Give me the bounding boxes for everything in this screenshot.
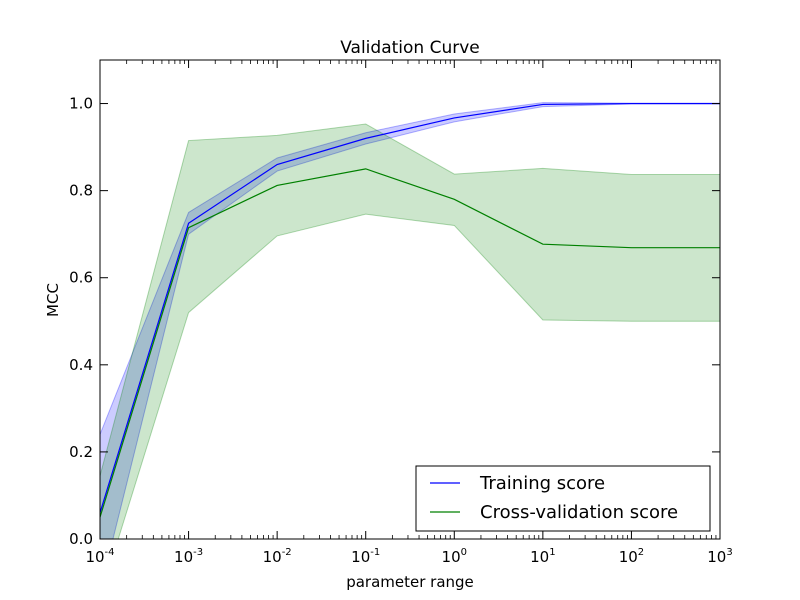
y-tick-label: 0.0 bbox=[69, 530, 93, 548]
y-tick-label: 0.6 bbox=[69, 269, 93, 287]
series-band-1 bbox=[100, 123, 720, 539]
legend-box bbox=[415, 465, 711, 532]
y-tick-label: 0.4 bbox=[69, 356, 93, 374]
x-tick-label: 10-3 bbox=[174, 547, 203, 566]
x-axis-label: parameter range bbox=[346, 573, 474, 591]
x-tick-label: 10-2 bbox=[263, 547, 292, 566]
y-tick-label: 0.2 bbox=[69, 443, 93, 461]
series-line-1 bbox=[100, 168, 720, 518]
confidence-bands bbox=[100, 102, 720, 539]
x-tick-label: 102 bbox=[619, 547, 644, 566]
x-tick-label: 100 bbox=[442, 547, 467, 566]
x-tick-label: 101 bbox=[530, 547, 555, 566]
series-lines bbox=[100, 102, 720, 518]
legend-label-1: Cross-validation score bbox=[480, 502, 678, 523]
y-axis-ticks: 0.0 0.2 0.4 0.6 0.8 1.0 bbox=[69, 95, 720, 548]
y-tick-label: 1.0 bbox=[69, 95, 93, 113]
y-axis-label: MCC bbox=[44, 283, 62, 317]
x-tick-label: 10-4 bbox=[85, 547, 114, 566]
plot-frame bbox=[99, 59, 721, 540]
legend-label-0: Training score bbox=[479, 473, 605, 494]
chart-title: Validation Curve bbox=[340, 38, 480, 58]
x-tick-label: 10-1 bbox=[351, 547, 380, 566]
series-band-0 bbox=[100, 102, 720, 539]
series-line-0 bbox=[100, 102, 720, 514]
x-tick-label: 103 bbox=[707, 547, 732, 566]
legend: Training score Cross-validation score bbox=[415, 465, 711, 532]
y-tick-label: 0.8 bbox=[69, 182, 93, 200]
x-axis-ticks: 10-4 10-3 10-2 10-1 100 101 102 103 bbox=[85, 60, 733, 566]
